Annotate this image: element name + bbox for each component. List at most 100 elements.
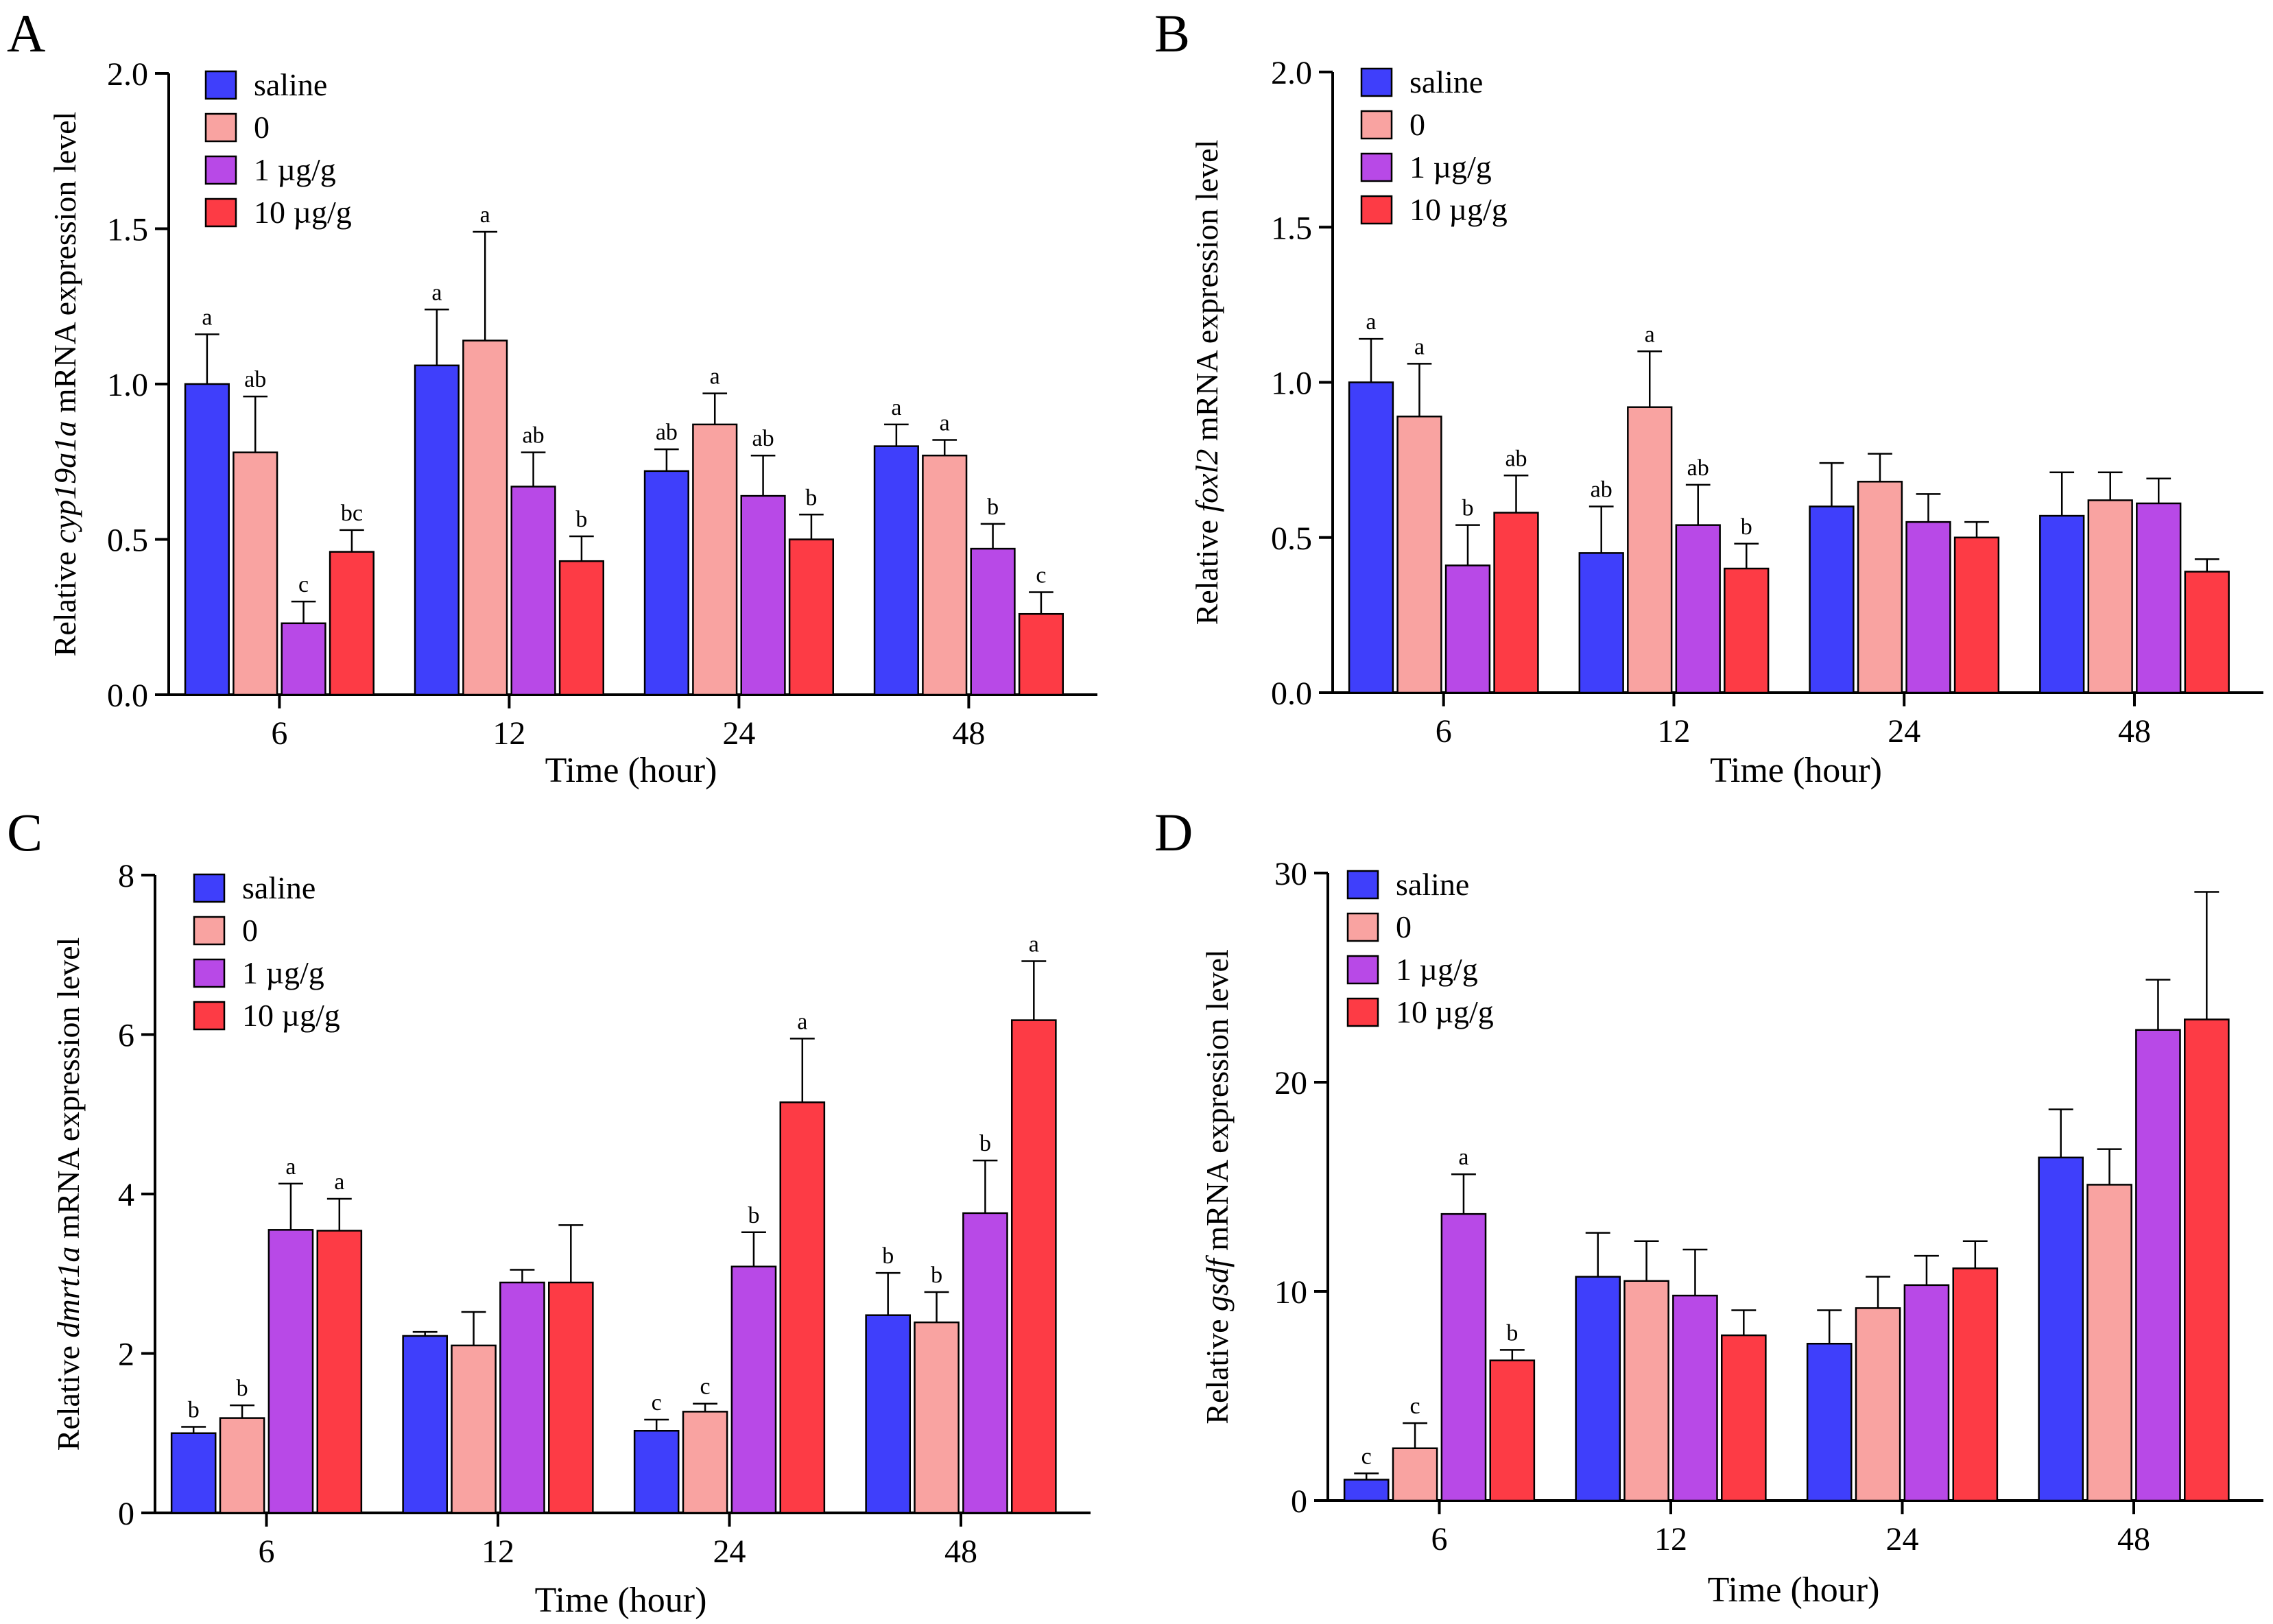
- x-tick-label: 24: [713, 1533, 746, 1570]
- significance-label: bc: [341, 501, 363, 526]
- legend-label: 0: [242, 913, 258, 948]
- y-tick-label: 2.0: [107, 56, 148, 93]
- bar: [1627, 406, 1673, 694]
- bar: [1392, 1447, 1438, 1502]
- significance-label: a: [1029, 932, 1039, 957]
- y-axis-label-gene: gsdf: [1200, 1254, 1235, 1311]
- y-axis-label: Relative dmrt1a mRNA expression level: [51, 938, 86, 1451]
- legend-swatch: [1360, 110, 1393, 140]
- significance-label: a: [334, 1169, 344, 1195]
- legend-label: 1 µg/g: [254, 152, 336, 187]
- bar: [402, 1335, 448, 1514]
- bar: [1444, 564, 1491, 694]
- x-tick-label: 6: [259, 1533, 275, 1570]
- bar: [1489, 1359, 1536, 1502]
- bar: [2086, 1184, 2132, 1502]
- bar: [1672, 1294, 1718, 1502]
- y-axis-label: Relative gsdf mRNA expression level: [1200, 949, 1235, 1424]
- legend-label: 1 µg/g: [1396, 952, 1478, 987]
- y-axis-label-gene: foxl2: [1189, 449, 1224, 512]
- legend-swatch: [204, 70, 237, 100]
- y-axis-label-suffix: mRNA expression level: [47, 112, 82, 421]
- significance-label: ab: [656, 420, 678, 445]
- y-axis-label-prefix: Relative: [51, 1338, 86, 1451]
- legend-swatch: [193, 958, 226, 988]
- significance-label: ab: [244, 367, 266, 392]
- y-tick-label: 8: [118, 858, 134, 894]
- bar: [2135, 1029, 2181, 1502]
- bar: [1721, 1334, 1767, 1502]
- legend-label: saline: [242, 870, 316, 905]
- significance-label: b: [748, 1203, 759, 1228]
- significance-label: b: [1741, 514, 1752, 540]
- x-tick-label: 24: [1888, 713, 1920, 750]
- y-tick-label: 4: [118, 1177, 134, 1213]
- legend-label: 1 µg/g: [1409, 150, 1492, 184]
- bar: [633, 1430, 680, 1514]
- bar: [548, 1281, 594, 1514]
- panel-letter: A: [7, 3, 45, 63]
- bar: [914, 1321, 960, 1514]
- significance-label: a: [940, 411, 950, 436]
- y-tick-label: 1.0: [107, 367, 148, 403]
- y-tick-label: 0: [118, 1496, 134, 1532]
- x-axis-label: Time (hour): [1708, 1571, 1880, 1610]
- significance-label: c: [652, 1390, 662, 1416]
- y-axis-label-suffix: mRNA expression level: [1189, 140, 1224, 449]
- bar: [1905, 521, 1951, 694]
- bar: [779, 1101, 826, 1514]
- x-tick-label: 48: [944, 1533, 977, 1570]
- x-tick-label: 12: [1657, 713, 1690, 750]
- bar: [1623, 1280, 1669, 1502]
- bar: [1724, 567, 1770, 694]
- bar: [233, 451, 278, 696]
- legend-swatch: [193, 873, 226, 903]
- bar: [414, 364, 460, 696]
- legend-label: 10 µg/g: [254, 195, 352, 230]
- legend-swatch: [204, 112, 237, 143]
- y-tick-label: 30: [1274, 856, 1307, 892]
- y-tick-label: 20: [1274, 1065, 1307, 1101]
- y-tick-label: 1.5: [1271, 210, 1312, 246]
- significance-label: a: [431, 280, 442, 305]
- bar: [2039, 514, 2085, 694]
- y-tick-label: 0.5: [107, 523, 148, 559]
- bar: [1348, 381, 1394, 694]
- bar: [1018, 612, 1064, 696]
- x-tick-label: 6: [1436, 713, 1452, 750]
- bar: [1953, 536, 2000, 694]
- bar: [316, 1230, 363, 1514]
- bar: [329, 551, 375, 696]
- y-axis-label-suffix: mRNA expression level: [51, 938, 86, 1247]
- significance-label: b: [987, 494, 999, 520]
- legend-label: 1 µg/g: [242, 955, 324, 990]
- y-axis-label-prefix: Relative: [1200, 1311, 1235, 1424]
- y-tick-label: 2.0: [1271, 55, 1312, 91]
- significance-label: b: [1462, 496, 1473, 521]
- legend-swatch: [1346, 997, 1379, 1027]
- bar: [1903, 1284, 1950, 1502]
- panel-letter: C: [7, 802, 43, 862]
- significance-label: ab: [523, 423, 545, 449]
- legend-swatch: [193, 916, 226, 946]
- x-tick-label: 48: [2117, 1521, 2150, 1557]
- significance-label: ab: [1687, 455, 1709, 481]
- x-tick-label: 48: [2118, 713, 2151, 750]
- bar: [1855, 1307, 1901, 1502]
- bar: [1575, 1276, 1621, 1502]
- significance-label: b: [237, 1376, 248, 1401]
- y-tick-label: 6: [118, 1018, 134, 1054]
- significance-label: b: [188, 1397, 200, 1422]
- significance-label: c: [1410, 1394, 1420, 1419]
- x-axis-label: Time (hour): [1710, 751, 1882, 790]
- x-axis-label: Time (hour): [535, 1581, 707, 1620]
- legend-label: saline: [254, 67, 327, 102]
- legend-label: 0: [1396, 909, 1412, 944]
- significance-label: b: [979, 1131, 991, 1156]
- bar: [970, 547, 1016, 696]
- bar: [184, 383, 230, 696]
- legend-label: 10 µg/g: [1396, 994, 1494, 1029]
- bar: [1440, 1213, 1487, 1502]
- bar: [2136, 502, 2182, 694]
- bar: [1806, 1343, 1853, 1502]
